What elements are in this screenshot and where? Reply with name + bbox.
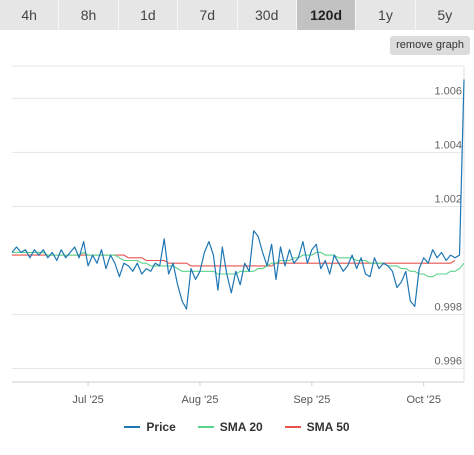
tab-120d[interactable]: 120d <box>296 0 357 30</box>
legend-swatch <box>197 426 214 428</box>
legend-label: SMA 20 <box>219 420 263 434</box>
tab-5y[interactable]: 5y <box>415 0 474 30</box>
chart-legend: Price SMA 20 SMA 50 <box>0 420 474 434</box>
y-tick-label: 0.996 <box>434 355 462 367</box>
x-tick-label: Sep '25 <box>293 394 330 406</box>
tab-30d[interactable]: 30d <box>237 0 297 30</box>
y-tick-label: 1.006 <box>434 85 462 97</box>
remove-graph-button[interactable]: remove graph <box>390 36 470 55</box>
timeframe-tabs: 4h 8h 1d 7d 30d 120d 1y 5y <box>0 0 474 30</box>
x-tick-label: Oct '25 <box>406 394 441 406</box>
series-line-price <box>11 79 465 310</box>
legend-label: SMA 50 <box>306 420 350 434</box>
legend-item-sma-20[interactable]: SMA 20 <box>197 420 263 434</box>
tab-1y[interactable]: 1y <box>356 0 416 30</box>
legend-swatch <box>124 426 141 428</box>
legend-item-sma-50[interactable]: SMA 50 <box>284 420 350 434</box>
legend-label: Price <box>146 420 176 434</box>
x-tick-label: Aug '25 <box>181 394 218 406</box>
x-tick-label: Jul '25 <box>72 394 103 406</box>
legend-swatch <box>284 426 301 428</box>
tab-4h[interactable]: 4h <box>0 0 60 30</box>
tab-8h[interactable]: 8h <box>59 0 119 30</box>
y-tick-label: 1.004 <box>434 139 462 151</box>
y-tick-label: 1.002 <box>434 193 462 205</box>
y-tick-label: 0.998 <box>434 301 462 313</box>
price-chart: 0.996 0.998 1.002 1.004 1.006 Jul '25 Aug '25 S… <box>11 65 465 406</box>
tab-7d[interactable]: 7d <box>178 0 238 30</box>
tab-1d[interactable]: 1d <box>118 0 179 30</box>
legend-item-price[interactable]: Price <box>124 420 176 434</box>
